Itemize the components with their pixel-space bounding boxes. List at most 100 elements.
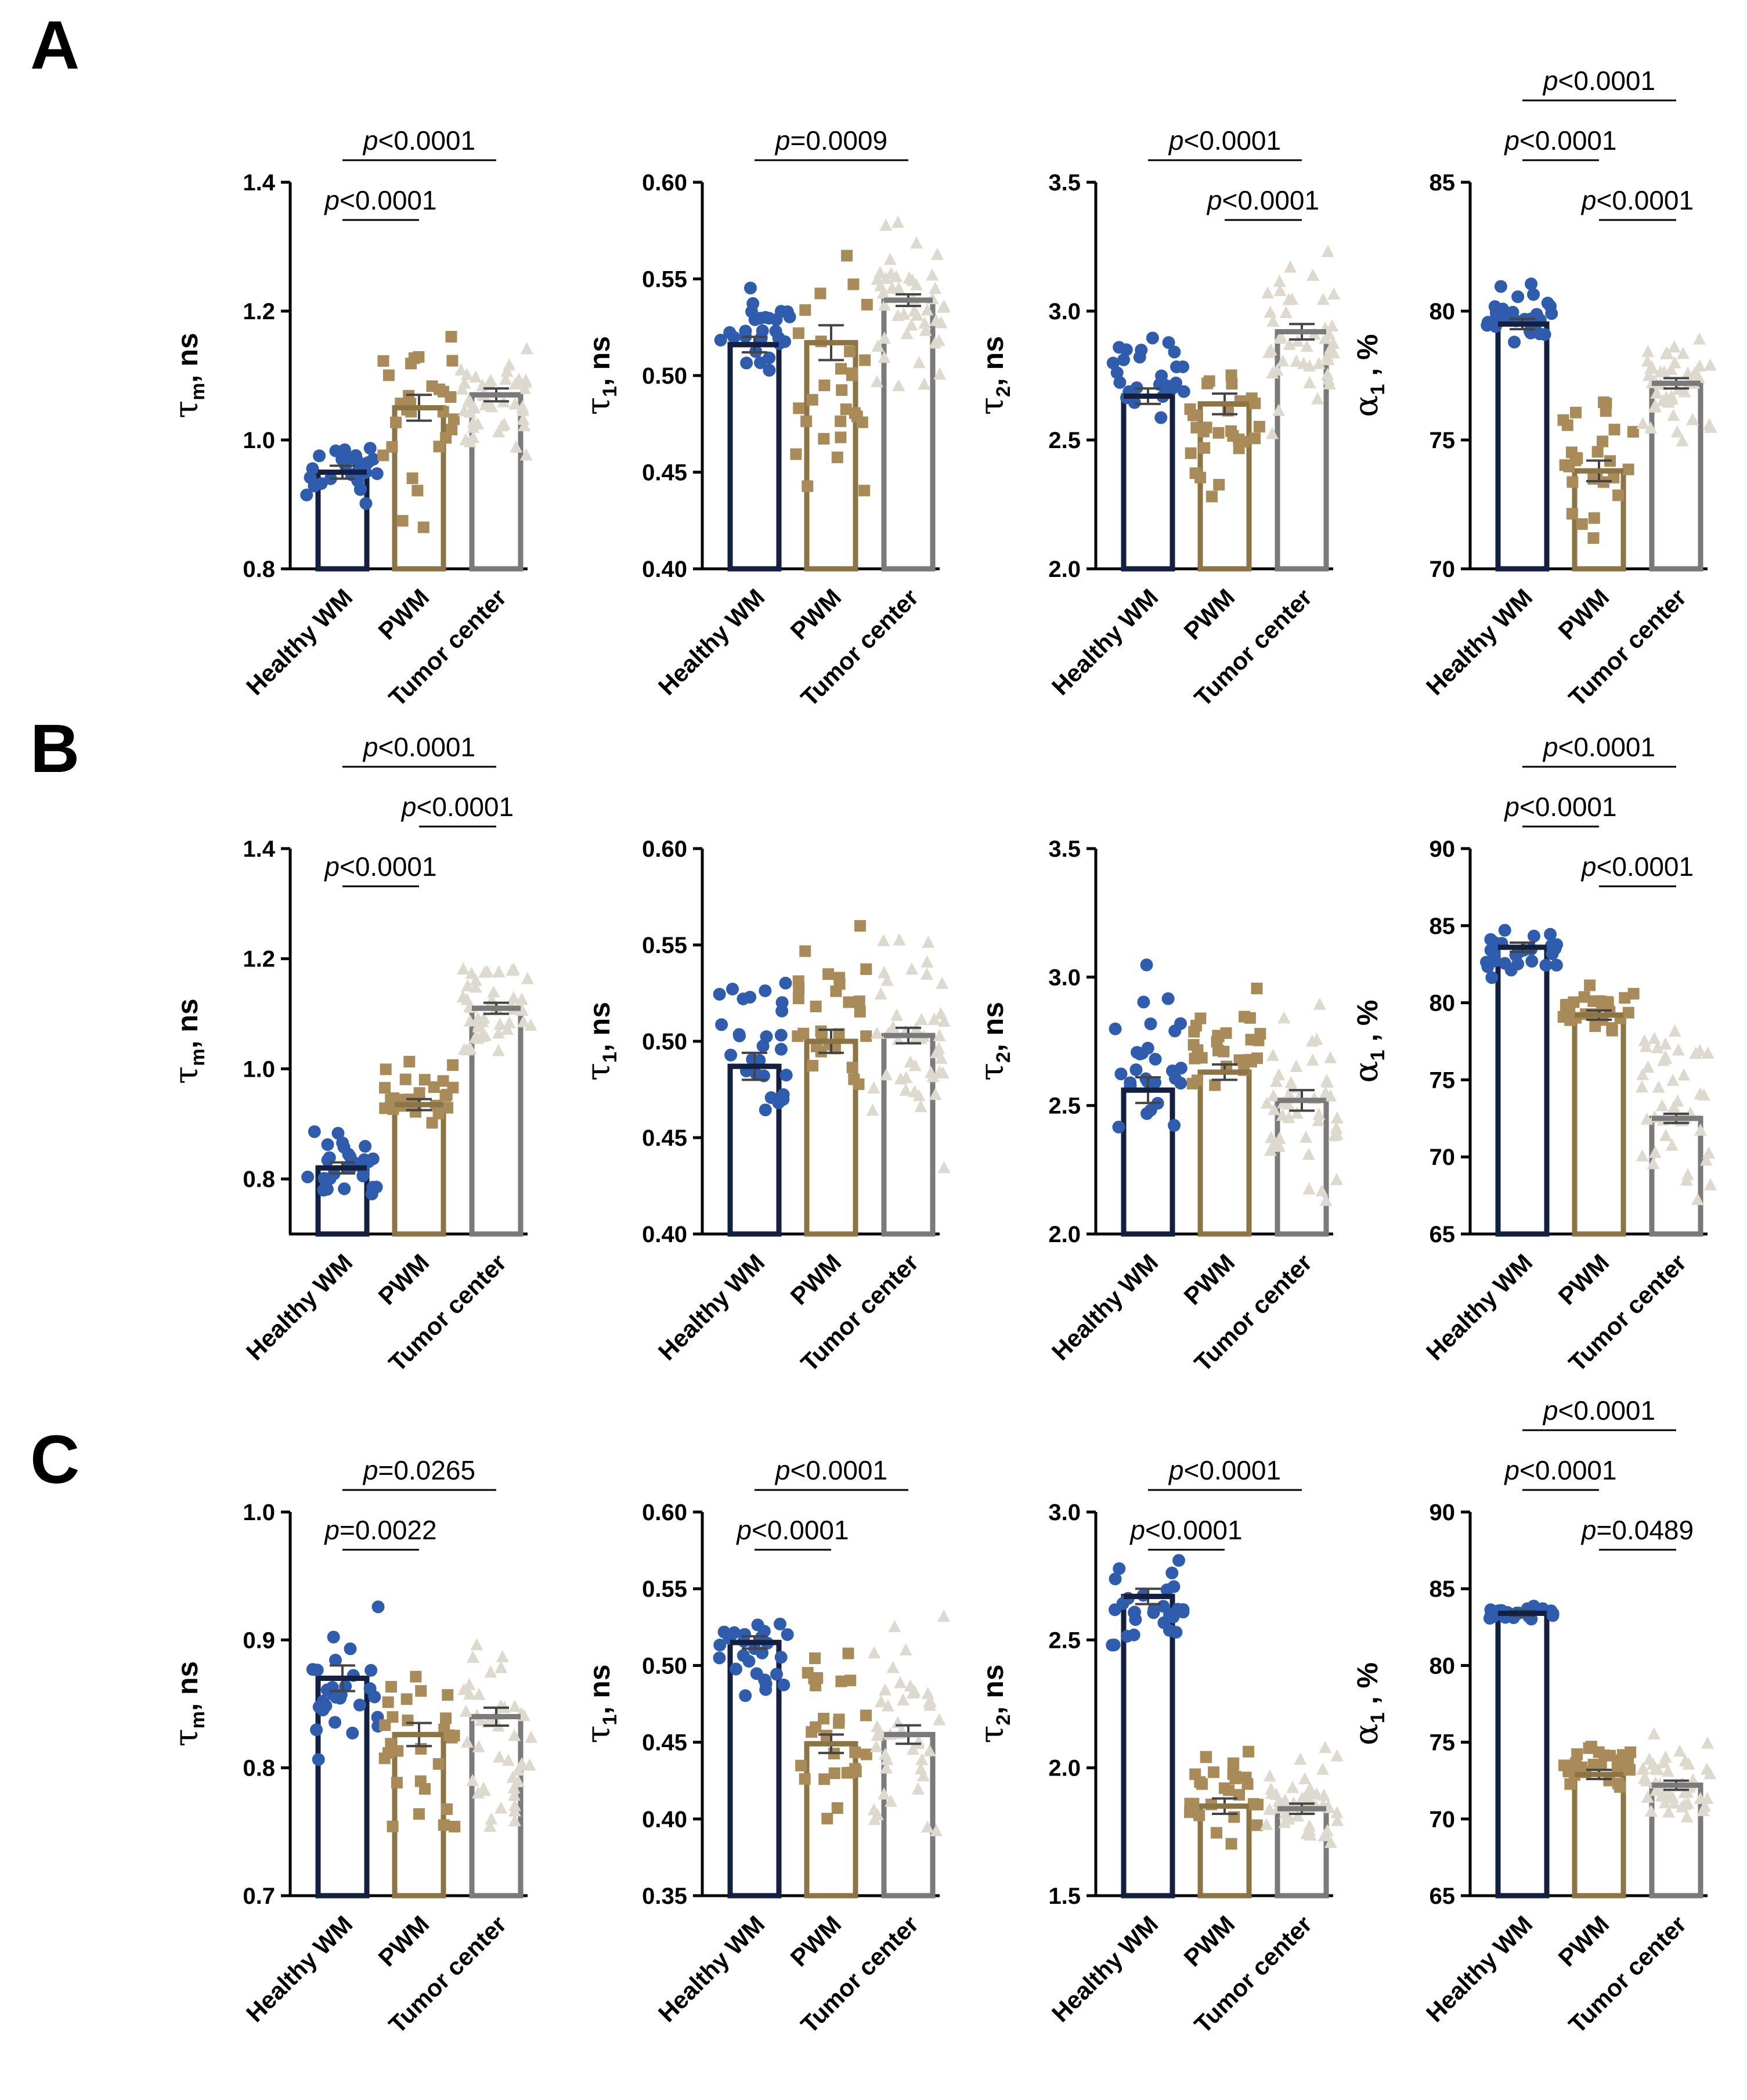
- data-point: [1272, 1068, 1285, 1080]
- x-category-label: PWM: [1179, 1910, 1240, 1972]
- data-point: [849, 1747, 861, 1758]
- data-point: [842, 1648, 854, 1659]
- x-category-label: PWM: [785, 1910, 847, 1972]
- data-point: [1564, 1015, 1576, 1026]
- data-point: [335, 445, 348, 458]
- data-point: [809, 1652, 821, 1664]
- data-point: [730, 1663, 742, 1676]
- figure: ABC0.81.01.21.4τm, nsHealthy WM PWMTumor …: [0, 0, 1747, 2100]
- data-point: [1264, 1769, 1276, 1781]
- data-point: [870, 1740, 883, 1752]
- data-point: [1243, 1054, 1255, 1066]
- y-tick-label: 3.5: [1048, 836, 1081, 862]
- data-point: [904, 1679, 917, 1691]
- data-point: [492, 965, 505, 977]
- data-point: [1566, 476, 1578, 488]
- y-axis-label: τ1, ns: [580, 1664, 621, 1743]
- bar-healthy-wm: [1498, 1614, 1547, 1896]
- data-point: [1672, 1044, 1685, 1056]
- bar-tumor-center: [884, 300, 933, 569]
- y-axis-label: τ2, ns: [973, 336, 1015, 415]
- y-axis-label: τ1, ns: [580, 336, 621, 415]
- data-point: [407, 472, 418, 484]
- data-point: [879, 1683, 891, 1695]
- data-point: [1212, 1045, 1224, 1056]
- data-point: [1623, 464, 1634, 475]
- y-tick-label: 80: [1430, 1653, 1456, 1679]
- data-point: [860, 1709, 872, 1721]
- y-tick-label: 0.50: [642, 1653, 687, 1679]
- significance-label: p<0.0001: [362, 732, 475, 762]
- data-point: [445, 391, 456, 403]
- data-point: [447, 1082, 459, 1094]
- data-point: [765, 1091, 778, 1104]
- data-point: [1625, 1747, 1636, 1758]
- data-point: [1586, 1741, 1597, 1752]
- data-point: [467, 1651, 479, 1663]
- data-point: [714, 334, 727, 347]
- data-point: [1114, 1067, 1127, 1080]
- data-point: [1176, 1603, 1189, 1616]
- data-point: [835, 432, 846, 443]
- data-point: [1313, 998, 1326, 1010]
- bar-healthy-wm: [730, 345, 779, 569]
- data-point: [926, 268, 939, 280]
- y-tick-label: 65: [1430, 1222, 1456, 1247]
- data-point: [1317, 293, 1330, 305]
- x-category-label: PWM: [373, 583, 435, 645]
- data-point: [1331, 1749, 1344, 1762]
- data-point: [1113, 341, 1125, 353]
- data-point: [854, 1006, 866, 1017]
- data-point: [317, 1183, 330, 1196]
- x-category-label: Healthy WM: [1421, 583, 1538, 701]
- data-point: [893, 933, 906, 946]
- points-healthy-wm: [714, 282, 796, 377]
- data-point: [871, 1026, 883, 1038]
- y-axis-label: τm, ns: [168, 333, 209, 418]
- data-point: [1637, 417, 1649, 429]
- x-category-label: Healthy WM: [653, 1910, 770, 2027]
- data-point: [329, 1716, 341, 1729]
- data-point: [1489, 300, 1501, 313]
- significance-label: p<0.0001: [1503, 1455, 1616, 1485]
- data-point: [1230, 1773, 1241, 1784]
- data-point: [861, 299, 873, 311]
- data-point: [905, 962, 918, 975]
- data-point: [775, 1029, 788, 1041]
- data-point: [438, 1819, 450, 1831]
- data-point: [1505, 964, 1518, 976]
- y-tick-label: 3.0: [1048, 965, 1081, 990]
- significance-label: p<0.0001: [1503, 792, 1616, 822]
- data-point: [1113, 1562, 1125, 1575]
- data-point: [818, 380, 830, 391]
- y-tick-label: 65: [1430, 1883, 1456, 1909]
- x-category-label: Healthy WM: [1046, 1249, 1164, 1366]
- data-point: [379, 1082, 391, 1094]
- data-point: [1112, 1121, 1125, 1134]
- data-point: [1669, 1024, 1681, 1037]
- data-point: [910, 236, 923, 248]
- significance-label: p<0.0001: [1129, 1515, 1242, 1545]
- y-tick-label: 80: [1430, 299, 1456, 324]
- data-point: [336, 1136, 349, 1149]
- data-point: [1129, 1063, 1142, 1076]
- data-point: [405, 358, 417, 369]
- data-point: [1587, 532, 1599, 544]
- data-point: [841, 250, 853, 262]
- data-point: [460, 1705, 472, 1717]
- data-point: [1612, 489, 1624, 501]
- data-point: [433, 1758, 445, 1770]
- y-axis-label: τm, ns: [168, 1661, 209, 1747]
- data-point: [775, 1043, 788, 1056]
- y-tick-label: 80: [1430, 991, 1456, 1016]
- data-point: [494, 1661, 507, 1673]
- data-point: [1219, 1783, 1230, 1794]
- data-point: [1149, 1053, 1162, 1066]
- data-point: [861, 1749, 872, 1760]
- data-point: [1306, 269, 1319, 281]
- significance-label: p<0.0001: [1503, 125, 1616, 156]
- data-point: [1636, 1149, 1649, 1161]
- y-tick-label: 85: [1430, 1576, 1456, 1602]
- data-point: [1129, 1613, 1142, 1626]
- data-point: [818, 433, 829, 445]
